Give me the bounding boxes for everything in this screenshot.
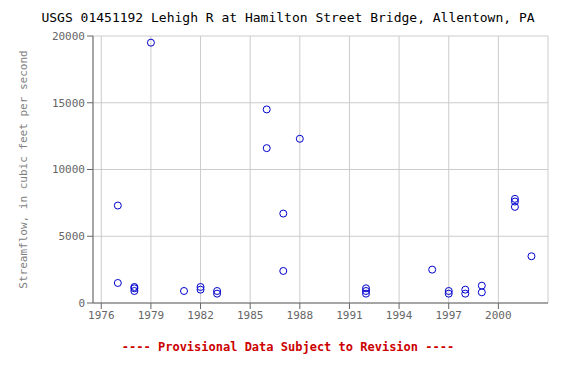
svg-text:1991: 1991 — [336, 309, 363, 322]
svg-text:1985: 1985 — [237, 309, 264, 322]
svg-text:5000: 5000 — [59, 230, 86, 243]
svg-text:0: 0 — [78, 297, 85, 310]
svg-text:10000: 10000 — [52, 163, 85, 176]
html-text:---- Provisional Data Subject: ---- Provisional Data Subject to Revisio… — [121, 340, 455, 354]
svg-text:15000: 15000 — [52, 97, 85, 110]
svg-text:1988: 1988 — [287, 309, 314, 322]
svg-text:20000: 20000 — [52, 30, 85, 43]
svg-text:1976: 1976 — [88, 309, 115, 322]
svg-text:1997: 1997 — [435, 309, 462, 322]
html-text:USGS 01451192 Lehigh R at Hami: USGS 01451192 Lehigh R at Hamilton Stree… — [41, 10, 535, 25]
svg-text:1979: 1979 — [138, 309, 165, 322]
svg-text:2000: 2000 — [485, 309, 512, 322]
svg-text:1982: 1982 — [187, 309, 214, 322]
svg-text:Streamflow, in cubic feet per: Streamflow, in cubic feet per second — [17, 50, 30, 288]
svg-text:1994: 1994 — [386, 309, 413, 322]
